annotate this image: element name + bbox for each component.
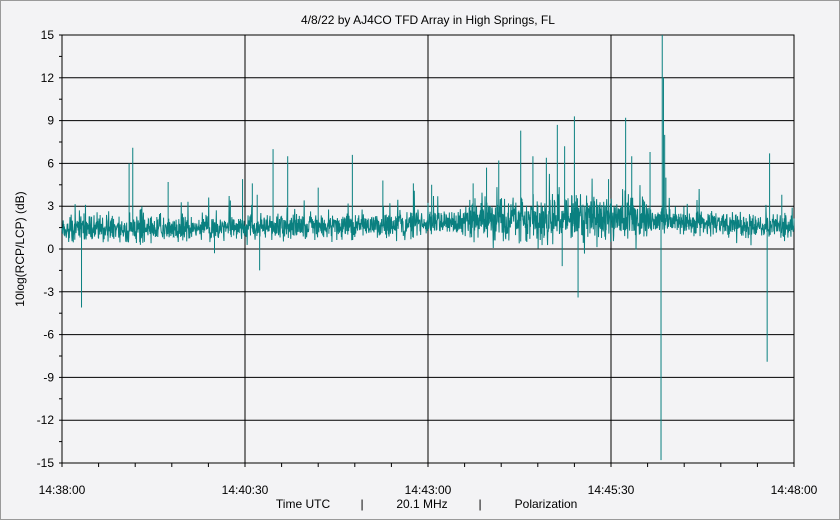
frequency-label: 20.1 MHz [396, 497, 447, 511]
y-tick-label: 12 [41, 71, 55, 85]
mode-label: Polarization [515, 497, 578, 511]
x-tick-label: 14:40:30 [222, 483, 269, 497]
y-tick-label: -3 [43, 285, 54, 299]
x-tick-labels: 14:38:00 14:40:30 14:43:00 14:45:30 14:48:00 [39, 483, 818, 497]
y-tick-label: -12 [37, 413, 55, 427]
y-tick-label: 9 [47, 114, 54, 128]
x-axis-label: Time UTC [276, 497, 331, 511]
y-tick-label: 3 [47, 199, 54, 213]
y-tick-label: 6 [47, 156, 54, 170]
y-tick-label: 0 [47, 242, 54, 256]
footer-separator-2: | [478, 497, 481, 511]
y-tick-label: -6 [43, 328, 54, 342]
footer-separator-1: | [360, 497, 363, 511]
y-tick-labels: 15 12 9 6 3 0 -3 -6 -9 -12 -15 [37, 28, 55, 470]
y-axis-label: 10log(RCP/LCP) (dB) [13, 191, 27, 306]
grid [61, 34, 795, 464]
y-tick-label: -9 [43, 370, 54, 384]
series-line-polarization [61, 35, 795, 461]
x-tick-label: 14:38:00 [39, 483, 86, 497]
y-tick-label: 15 [41, 28, 55, 42]
minor-ticks [59, 34, 795, 467]
y-tick-label: -15 [37, 456, 55, 470]
x-tick-label: 14:45:30 [588, 483, 635, 497]
chart-title: 4/8/22 by AJ4CO TFD Array in High Spring… [301, 13, 555, 27]
x-tick-label: 14:43:00 [405, 483, 452, 497]
x-tick-label: 14:48:00 [771, 483, 818, 497]
